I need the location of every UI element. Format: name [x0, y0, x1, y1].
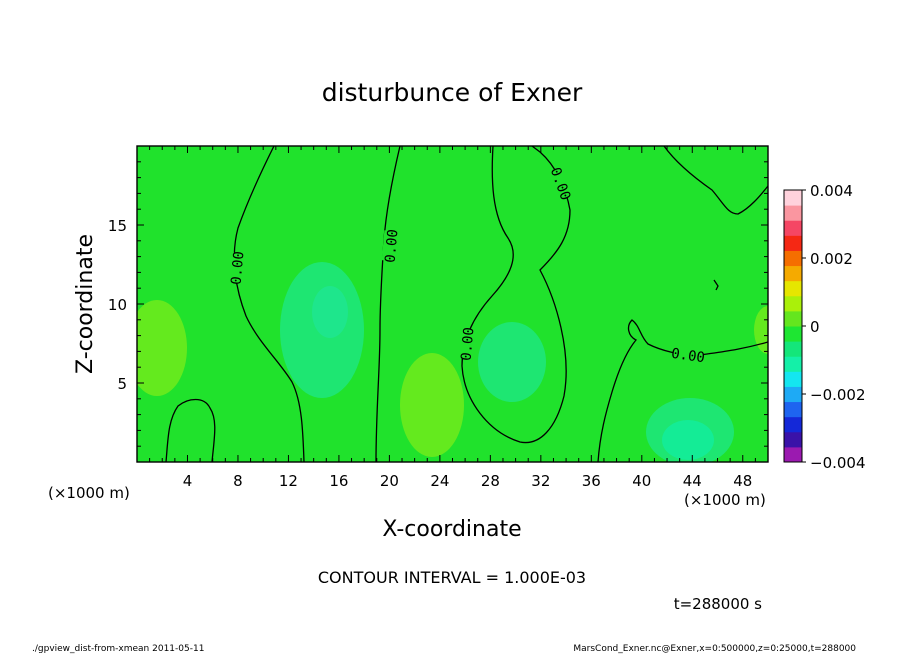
colorbar-segment [784, 250, 802, 267]
footer-right: MarsCond_Exner.nc@Exner,x=0:500000,z=0:2… [573, 644, 856, 654]
colorbar-tick-label: −0.002 [810, 386, 866, 404]
positive-region [400, 353, 464, 457]
colorbar: 0.004 0.002 0 −0.002 −0.004 [783, 182, 866, 472]
colorbar-segment [784, 356, 802, 372]
contour-line [375, 146, 401, 462]
colorbar-segment [784, 431, 802, 448]
negative-region-core [312, 286, 348, 338]
colorbar-segment [784, 341, 802, 357]
contour-label: 0.00 [229, 251, 248, 286]
x-tick-label: 28 [481, 472, 500, 490]
positive-region [754, 306, 768, 354]
contour-line [713, 279, 719, 291]
x-axis-label: X-coordinate [382, 517, 521, 542]
colorbar-segment [784, 190, 802, 206]
contour-label: 0.00 [670, 346, 706, 367]
x-unit-label: (×1000 m) [48, 484, 130, 502]
time-text: t=288000 s [674, 595, 762, 613]
y-tick-label: 10 [108, 296, 127, 314]
colorbar-segment [784, 326, 802, 342]
contour-label: 0.00 [459, 327, 478, 362]
x-tick-label: 4 [183, 472, 193, 490]
colorbar-segment [784, 386, 802, 403]
colorbar-segment [784, 310, 802, 327]
negative-region-core [662, 420, 714, 460]
colorbar-tick-label: 0.002 [810, 250, 853, 268]
colorbar-segment [784, 371, 802, 387]
colorbar-segment [784, 280, 802, 297]
colorbar-segment [784, 265, 802, 282]
footer-left: ./gpview_dist-from-xmean 2011-05-11 [32, 644, 204, 654]
contour-label: 0.00 [383, 229, 402, 264]
colorbar-segment [784, 401, 802, 418]
x-tick-label: 12 [279, 472, 298, 490]
colorbar-tick-label: 0.004 [810, 182, 853, 200]
x-tick-label: 36 [582, 472, 601, 490]
x-tick-label: 16 [329, 472, 348, 490]
x-tick-label: 40 [632, 472, 651, 490]
x-tick-label: 48 [733, 472, 752, 490]
contour-line [461, 146, 571, 444]
colorbar-segment [784, 205, 802, 221]
x-tick-label: 24 [430, 472, 449, 490]
colorbar-tick-label: 0 [810, 318, 820, 336]
x-unit-label-right: (×1000 m) [684, 491, 766, 509]
x-tick-label: 20 [380, 472, 399, 490]
colorbar-segment [784, 446, 802, 463]
y-axis-ticks: 5 10 15 [108, 161, 768, 447]
colorbar-segment [784, 235, 802, 251]
x-tick-label: 32 [531, 472, 550, 490]
plot-area: 0.00 0.00 0.00 0.00 0.00 [136, 145, 769, 463]
y-tick-label: 15 [108, 217, 127, 235]
contour-line [663, 146, 768, 215]
y-axis-label: Z-coordinate [73, 234, 98, 374]
colorbar-segment [784, 295, 802, 312]
x-tick-label: 44 [683, 472, 702, 490]
contour-line [165, 398, 216, 462]
y-tick-label: 5 [117, 375, 127, 393]
x-tick-label: 8 [233, 472, 243, 490]
positive-region [137, 300, 187, 396]
colorbar-segment [784, 416, 802, 433]
contour-line [233, 146, 305, 462]
negative-region [478, 322, 546, 402]
x-axis-ticks: 4 8 12 16 20 24 28 32 36 40 44 48 [149, 146, 756, 490]
contour-interval-text: CONTOUR INTERVAL = 1.000E-03 [318, 568, 586, 587]
colorbar-segment [784, 220, 802, 236]
chart-title: disturbunce of Exner [322, 78, 583, 107]
colorbar-tick-label: −0.004 [810, 454, 866, 472]
